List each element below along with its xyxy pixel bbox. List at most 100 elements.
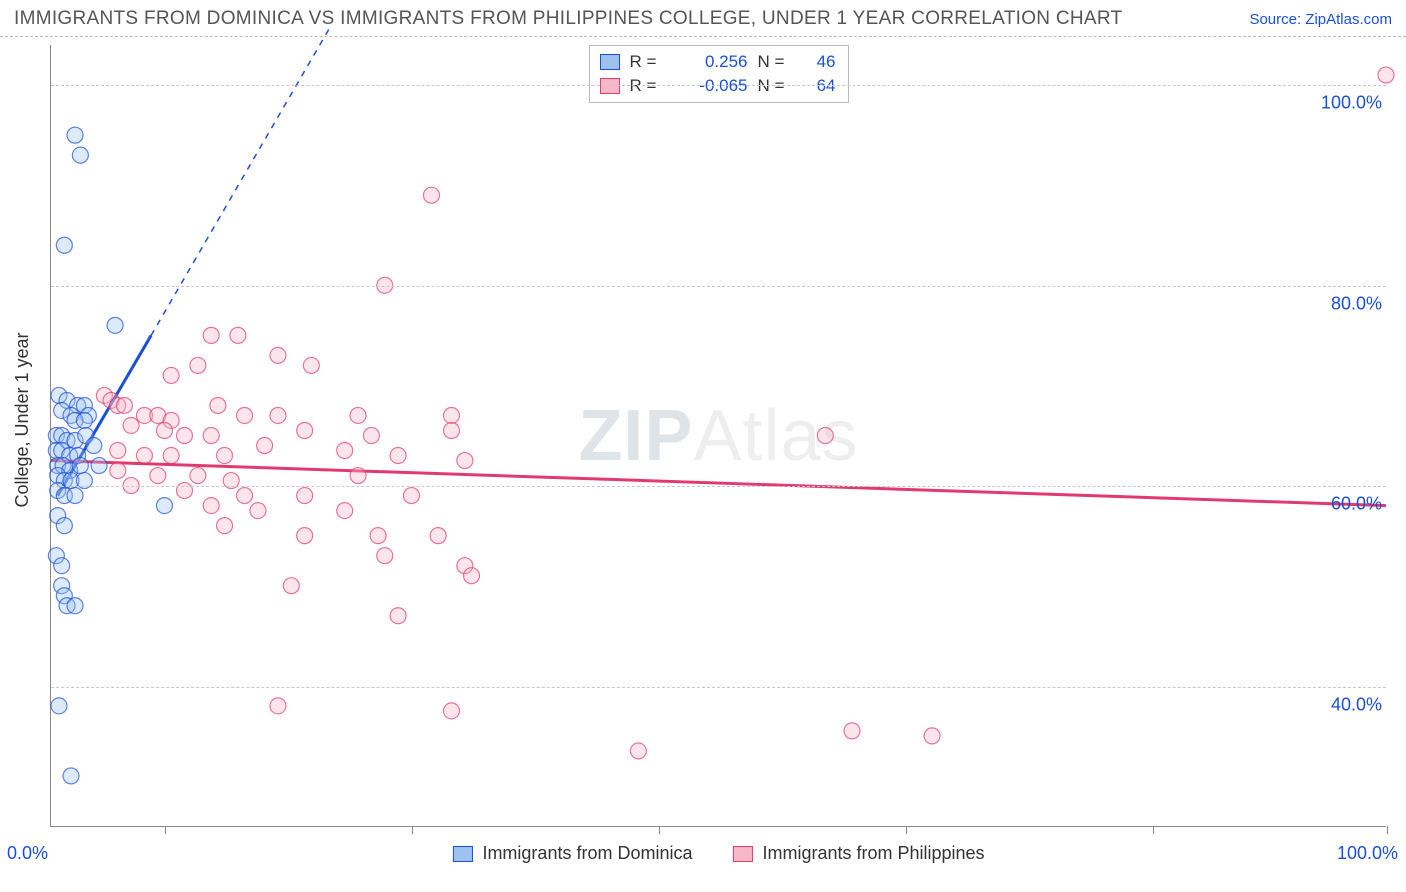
data-point [817,428,833,444]
data-point [270,698,286,714]
data-point [91,458,107,474]
data-point [150,468,166,484]
legend-stats-row-0: R = 0.256 N = 46 [600,50,836,74]
data-point [283,578,299,594]
data-point [464,568,480,584]
data-point [67,598,83,614]
plot-area: ZIPAtlas R = 0.256 N = 46 R = -0.065 N =… [50,45,1386,827]
data-point [110,443,126,459]
scatter-svg [51,45,1386,826]
ytick-label: 80.0% [1331,293,1388,314]
xtick [1153,826,1154,834]
data-point [444,407,460,423]
xtick [659,826,660,834]
data-point [377,548,393,564]
data-point [67,488,83,504]
data-point [56,237,72,253]
data-point [177,483,193,499]
x-end-label: 100.0% [1337,843,1398,864]
ytick-label: 40.0% [1331,694,1388,715]
data-point [54,558,70,574]
data-point [86,438,102,454]
data-point [163,448,179,464]
data-point [190,468,206,484]
data-point [163,367,179,383]
data-point [156,498,172,514]
data-point [110,463,126,479]
data-point [350,468,366,484]
data-point [237,488,253,504]
data-point [1378,67,1394,83]
data-point [444,423,460,439]
legend-series-item-0: Immigrants from Dominica [452,843,692,864]
data-point [250,503,266,519]
data-point [203,498,219,514]
data-point [203,428,219,444]
data-point [156,423,172,439]
data-point [337,443,353,459]
source-link[interactable]: Source: ZipAtlas.com [1249,11,1392,28]
data-point [203,327,219,343]
data-point [217,448,233,464]
data-point [423,187,439,203]
data-point [72,458,88,474]
data-point [303,357,319,373]
data-point [257,438,273,454]
data-point [630,743,646,759]
legend-series-item-1: Immigrants from Philippines [732,843,984,864]
data-point [217,518,233,534]
data-point [230,327,246,343]
xtick [1387,826,1388,834]
gridline [51,85,1386,86]
y-axis-label: College, Under 1 year [12,332,33,507]
data-point [63,768,79,784]
legend-series-swatch-0 [452,846,472,862]
data-point [270,347,286,363]
legend-stats: R = 0.256 N = 46 R = -0.065 N = 64 [589,45,849,103]
data-point [116,397,132,413]
data-point [457,453,473,469]
legend-series-label-1: Immigrants from Philippines [762,843,984,864]
data-point [210,397,226,413]
data-point [72,147,88,163]
data-point [390,448,406,464]
legend-series: Immigrants from Dominica Immigrants from… [452,843,984,864]
legend-n-value-0: 46 [806,50,836,74]
gridline [51,486,1386,487]
legend-n-label-0: N = [758,50,796,74]
data-point [363,428,379,444]
data-point [370,528,386,544]
data-point [297,528,313,544]
trend-line-dashed [151,25,331,335]
data-point [270,407,286,423]
data-point [76,412,92,428]
data-point [403,488,419,504]
xtick [906,826,907,834]
data-point [177,428,193,444]
data-point [237,407,253,423]
xtick [412,826,413,834]
data-point [123,417,139,433]
data-point [844,723,860,739]
data-point [67,127,83,143]
chart-title: IMMIGRANTS FROM DOMINICA VS IMMIGRANTS F… [14,8,1122,30]
data-point [297,488,313,504]
data-point [51,698,67,714]
data-point [297,423,313,439]
legend-r-label-0: R = [630,50,668,74]
data-point [107,317,123,333]
ytick-label: 60.0% [1331,494,1388,515]
data-point [444,703,460,719]
x-start-label: 0.0% [7,843,48,864]
data-point [430,528,446,544]
xtick [165,826,166,834]
ytick-label: 100.0% [1321,93,1388,114]
data-point [390,608,406,624]
data-point [190,357,206,373]
data-point [350,407,366,423]
legend-series-swatch-1 [732,846,752,862]
data-point [136,448,152,464]
gridline [51,286,1386,287]
legend-r-value-0: 0.256 [678,50,748,74]
gridline [51,687,1386,688]
